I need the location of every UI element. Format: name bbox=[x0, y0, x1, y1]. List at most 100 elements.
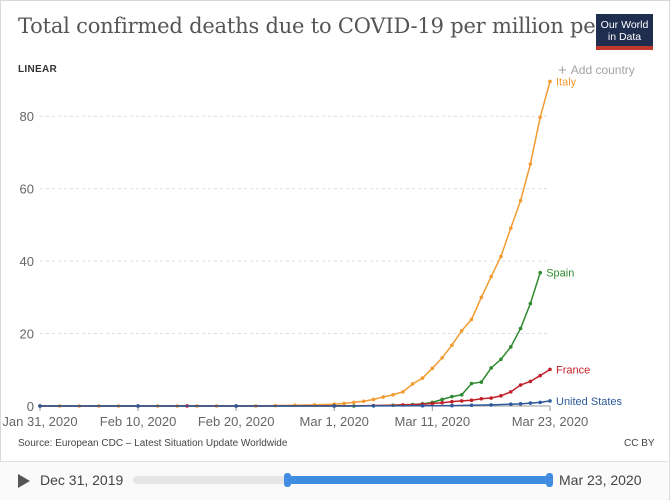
series-label-united-states: United States bbox=[556, 396, 623, 408]
data-point-france bbox=[430, 401, 435, 406]
data-point-spain bbox=[450, 394, 454, 399]
logo-line-1: Our World bbox=[600, 19, 649, 31]
y-tick-label: 0 bbox=[27, 399, 34, 414]
timeline-end-handle[interactable] bbox=[546, 473, 553, 487]
data-point-italy bbox=[518, 198, 523, 203]
owid-logo[interactable]: Our World in Data bbox=[596, 14, 653, 50]
data-point-united-states bbox=[508, 402, 513, 406]
chart-title: Total confirmed deaths due to COVID-19 p… bbox=[18, 14, 640, 38]
timeline-selected-range[interactable] bbox=[288, 476, 550, 484]
series-line-italy bbox=[40, 81, 551, 407]
timeline-slider[interactable] bbox=[133, 473, 553, 487]
data-point-france bbox=[450, 399, 454, 404]
data-point-united-states bbox=[469, 403, 474, 408]
data-point-france bbox=[508, 390, 513, 394]
data-point-united-states bbox=[548, 399, 552, 403]
data-point-italy bbox=[508, 226, 513, 230]
timeline-start-date: Dec 31, 2019 bbox=[40, 472, 124, 488]
data-point-italy bbox=[361, 399, 366, 404]
y-axis-ticks: 0 20 40 60 80 bbox=[20, 109, 34, 414]
data-point-italy bbox=[391, 392, 395, 397]
data-point-united-states bbox=[38, 404, 42, 408]
data-point-france bbox=[459, 399, 464, 403]
grid-lines bbox=[40, 115, 550, 335]
plus-icon: + bbox=[558, 62, 567, 79]
data-point-italy bbox=[401, 390, 405, 394]
series-lines bbox=[38, 79, 552, 408]
license-link[interactable]: CC BY bbox=[624, 438, 655, 449]
y-tick-label: 60 bbox=[20, 182, 34, 197]
data-point-united-states bbox=[518, 402, 523, 406]
data-point-spain bbox=[499, 357, 503, 362]
data-point-italy bbox=[479, 295, 484, 300]
data-point-france bbox=[479, 396, 484, 401]
x-axis: Jan 31, 2020 Feb 10, 2020 Feb 20, 2020 Mar … bbox=[2, 405, 589, 429]
x-tick-label: Mar 1, 2020 bbox=[300, 414, 369, 429]
data-point-spain bbox=[508, 345, 513, 349]
x-tick-label: Feb 10, 2020 bbox=[100, 414, 177, 429]
data-point-spain bbox=[518, 326, 523, 331]
data-point-united-states bbox=[489, 403, 493, 407]
x-tick-label: Jan 31, 2020 bbox=[2, 414, 77, 429]
data-point-united-states bbox=[450, 403, 454, 408]
y-tick-label: 80 bbox=[20, 109, 34, 124]
scale-toggle[interactable]: LINEAR bbox=[18, 64, 58, 75]
data-point-france bbox=[469, 398, 474, 403]
play-icon[interactable] bbox=[18, 474, 30, 488]
data-point-spain bbox=[479, 380, 484, 384]
x-tick-label: Mar 11, 2020 bbox=[394, 414, 470, 429]
data-point-spain bbox=[459, 392, 464, 397]
data-point-spain bbox=[489, 366, 493, 370]
data-point-france bbox=[489, 396, 493, 400]
source-note: Source: European CDC – Latest Situation … bbox=[18, 438, 288, 449]
series-line-spain bbox=[40, 272, 541, 407]
data-point-united-states bbox=[538, 400, 542, 405]
data-point-italy bbox=[371, 397, 376, 402]
data-point-italy bbox=[352, 400, 356, 405]
data-point-spain bbox=[440, 397, 444, 402]
y-tick-label: 20 bbox=[20, 327, 34, 342]
data-point-united-states bbox=[371, 404, 376, 408]
timeline-end-date: Mar 23, 2020 bbox=[559, 472, 642, 488]
series-line-france bbox=[40, 368, 551, 407]
add-country-button[interactable]: + Add country bbox=[558, 61, 635, 79]
logo-line-2: in Data bbox=[607, 31, 642, 43]
series-label-spain: Spain bbox=[546, 268, 574, 280]
data-point-italy bbox=[342, 401, 346, 406]
data-point-spain bbox=[538, 270, 542, 275]
data-point-italy bbox=[410, 382, 415, 386]
data-point-france bbox=[440, 400, 444, 405]
data-point-italy bbox=[499, 254, 503, 259]
series-label-france: France bbox=[556, 364, 590, 376]
data-point-france bbox=[528, 379, 533, 384]
data-point-italy bbox=[538, 115, 542, 120]
data-point-spain bbox=[469, 381, 474, 386]
data-point-united-states bbox=[332, 404, 337, 408]
data-point-united-states bbox=[528, 401, 533, 405]
x-tick-label: Mar 23, 2020 bbox=[512, 414, 589, 429]
y-tick-label: 40 bbox=[20, 254, 34, 269]
data-point-italy bbox=[420, 376, 425, 380]
data-point-italy bbox=[430, 366, 435, 371]
data-point-france bbox=[499, 394, 503, 398]
data-point-italy bbox=[450, 343, 454, 347]
add-country-label: Add country bbox=[570, 63, 635, 77]
data-point-italy bbox=[440, 356, 444, 360]
data-point-france bbox=[548, 367, 552, 372]
series-label-italy: Italy bbox=[556, 76, 577, 88]
data-point-united-states bbox=[136, 404, 140, 408]
data-point-france bbox=[538, 373, 542, 378]
data-point-italy bbox=[548, 79, 552, 84]
data-point-united-states bbox=[420, 403, 425, 408]
data-point-spain bbox=[528, 301, 533, 306]
data-point-italy bbox=[381, 395, 386, 399]
data-point-united-states bbox=[234, 404, 238, 408]
x-tick-label: Feb 20, 2020 bbox=[198, 414, 275, 429]
timeline-start-handle[interactable] bbox=[284, 473, 291, 487]
data-point-italy bbox=[489, 274, 493, 279]
data-point-italy bbox=[528, 162, 533, 166]
data-point-italy bbox=[469, 317, 474, 322]
data-point-france bbox=[518, 383, 523, 387]
series-labels: Italy Spain France United States bbox=[546, 76, 622, 407]
timeline-bar: Dec 31, 2019 Mar 23, 2020 bbox=[0, 461, 668, 500]
